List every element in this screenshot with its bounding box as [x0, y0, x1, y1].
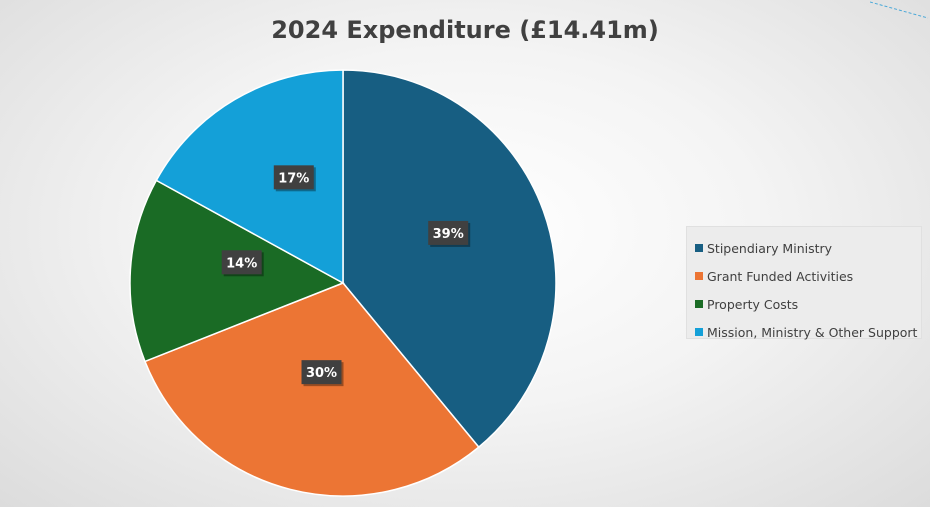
- data-label-property-costs: 14%: [221, 250, 264, 277]
- legend-label: Grant Funded Activities: [707, 268, 854, 284]
- data-label-mission-ministry-other-support: 17%: [273, 165, 316, 192]
- legend-swatch: [695, 244, 703, 252]
- data-label-text: 17%: [278, 171, 309, 186]
- pie-slice-stipendiary-ministry: [342, 69, 557, 449]
- legend-label: Mission, Ministry & Other Support: [707, 324, 918, 340]
- legend-item-stipendiary-ministry: Stipendiary Ministry: [695, 234, 921, 262]
- legend-swatch: [695, 272, 703, 280]
- legend-item-mission-ministry-other-support: Mission, Ministry & Other Support: [695, 318, 921, 346]
- chart-title: 2024 Expenditure (£14.41m): [271, 16, 659, 44]
- data-label-text: 30%: [306, 366, 337, 381]
- data-label-text: 39%: [433, 227, 464, 242]
- decorative-dashed-line: [870, 1, 929, 19]
- data-label-text: 14%: [226, 256, 257, 271]
- legend-swatch: [695, 300, 703, 308]
- data-label-grant-funded-activities: 30%: [301, 360, 344, 387]
- pie-slice-mission-ministry-other-support: [155, 69, 344, 285]
- pie-slice-grant-funded-activities: [143, 282, 480, 497]
- legend-item-grant-funded-activities: Grant Funded Activities: [695, 262, 921, 290]
- legend-label: Stipendiary Ministry: [707, 240, 833, 256]
- legend-item-property-costs: Property Costs: [695, 290, 921, 318]
- legend: Stipendiary Ministry Grant Funded Activi…: [686, 226, 922, 340]
- data-label-stipendiary-ministry: 39%: [428, 220, 471, 247]
- legend-swatch: [695, 328, 703, 336]
- legend-label: Property Costs: [707, 296, 799, 312]
